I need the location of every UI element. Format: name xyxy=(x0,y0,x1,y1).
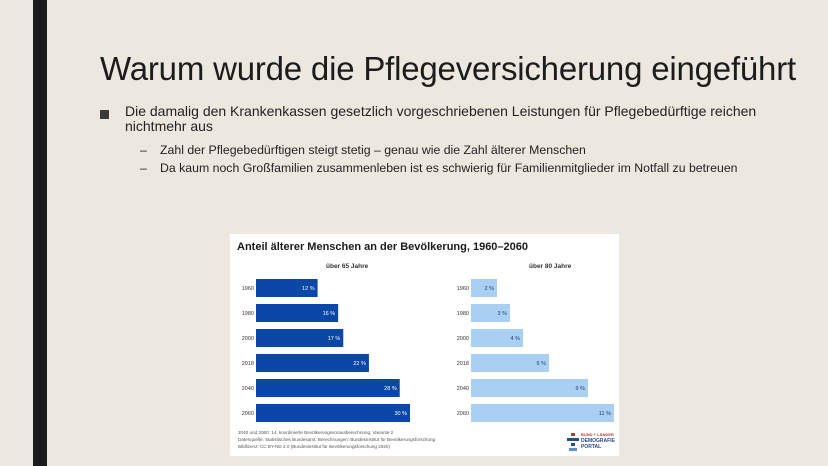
bar xyxy=(471,304,510,322)
bar xyxy=(256,329,344,347)
category-tick-label: 1980 xyxy=(242,311,254,317)
logo-mark-icon xyxy=(567,433,579,451)
chart-title: Anteil älterer Menschen an der Bevölkeru… xyxy=(237,241,529,253)
series-header: über 80 Jahre xyxy=(529,263,572,270)
bar-value-label: 22 % xyxy=(353,361,366,367)
bar xyxy=(256,304,339,322)
bar-value-label: 4 % xyxy=(511,336,521,342)
chart-note-3: Bildlizenz: CC BY-ND 4.0 (Bundesinstitut… xyxy=(238,444,391,449)
dash-icon: – xyxy=(140,143,147,157)
logo-line-1: BUND + LÄNDER xyxy=(581,432,614,437)
subbullet-1: – Zahl der Pflegebedürftigen steigt steti… xyxy=(140,143,586,157)
category-tick-label: 2018 xyxy=(242,361,254,367)
bar xyxy=(471,379,588,397)
bar xyxy=(256,379,400,397)
bar-value-label: 11 % xyxy=(599,411,611,417)
bullet-square-icon xyxy=(100,110,109,119)
bullet-text: Die damalig den Krankenkassen gesetzlich… xyxy=(125,103,757,134)
slide-title: Warum wurde die Pflegeversicherung einge… xyxy=(100,50,796,87)
chart-image: Anteil älterer Menschen an der Bevölkeru… xyxy=(230,234,619,456)
logo-line-2: DEMOGRAFIE xyxy=(581,438,615,444)
chart-note-2: Datenquelle: Statistisches Bundesamt; Be… xyxy=(238,437,436,442)
bar-value-label: 17 % xyxy=(328,336,341,342)
category-tick-label: 2060 xyxy=(457,411,469,417)
bar-value-label: 3 % xyxy=(498,311,508,317)
bar-value-label: 6 % xyxy=(537,361,547,367)
series-header: über 65 Jahre xyxy=(326,263,369,270)
left-accent-bar xyxy=(33,0,47,466)
demografie-portal-logo: BUND + LÄNDER DEMOGRAFIE PORTAL xyxy=(567,431,615,453)
bar xyxy=(471,279,497,297)
logo-line-3: PORTAL xyxy=(581,444,602,450)
category-tick-label: 1960 xyxy=(242,286,254,292)
bar xyxy=(256,279,318,297)
category-tick-label: 1960 xyxy=(457,286,469,292)
chart-note-1: 2040 und 2060: 14. koordinierte Bevölker… xyxy=(238,430,394,435)
category-tick-label: 1980 xyxy=(457,311,469,317)
category-tick-label: 2000 xyxy=(457,336,469,342)
category-tick-label: 2040 xyxy=(457,386,469,392)
category-tick-label: 2060 xyxy=(242,411,254,417)
dash-icon: – xyxy=(140,161,147,175)
category-tick-label: 2018 xyxy=(457,361,469,367)
bar-value-label: 16 % xyxy=(323,311,336,317)
bar xyxy=(471,354,549,372)
bar-chart: über 65 Jahre 1960 12 % 1980 16 % 2000 17 % 201… xyxy=(242,263,614,422)
subbullet-2: – Da kaum noch Großfamilien zusammenleben… xyxy=(140,161,738,175)
subbullet-2-text: Da kaum noch Großfamilien zusammenleben … xyxy=(160,161,738,175)
bar xyxy=(256,404,410,422)
subbullet-1-text: Zahl der Pflegebedürftigen steigt stetig… xyxy=(160,143,586,157)
bar-value-label: 30 % xyxy=(394,411,407,417)
category-tick-label: 2000 xyxy=(242,336,254,342)
bar-value-label: 28 % xyxy=(384,386,397,392)
bar-value-label: 12 % xyxy=(302,286,315,292)
bar xyxy=(256,354,369,372)
bar-value-label: 9 % xyxy=(576,386,586,392)
bar xyxy=(471,404,614,422)
category-tick-label: 2040 xyxy=(242,386,254,392)
bar-value-label: 2 % xyxy=(485,286,495,292)
bar xyxy=(471,329,523,347)
